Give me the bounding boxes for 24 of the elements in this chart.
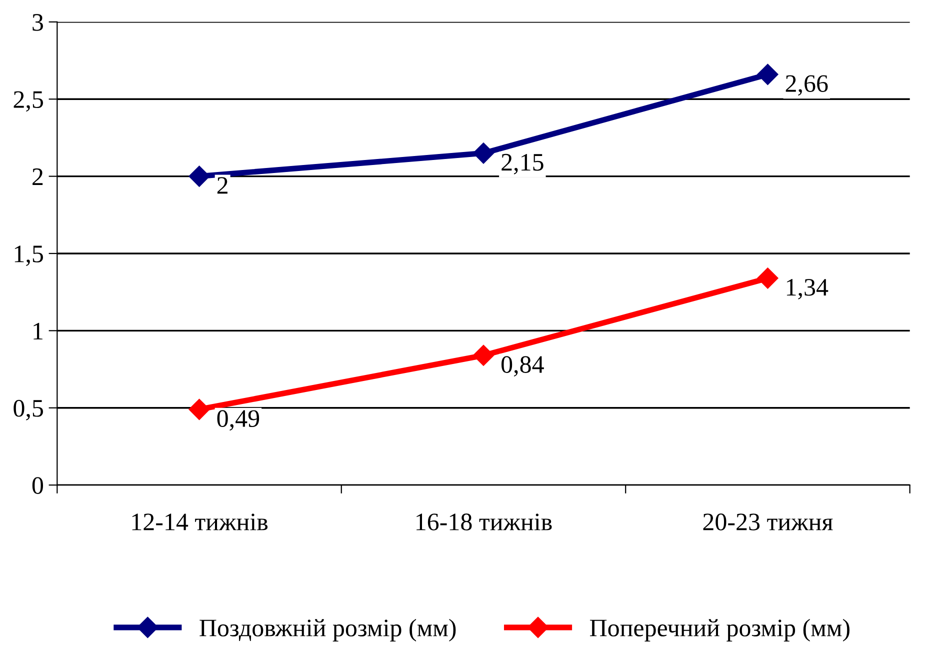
y-tick-label: 1 [34, 322, 42, 340]
data-label: 2 [217, 177, 228, 194]
y-tick-label: 2 [32, 168, 43, 185]
point [472, 142, 494, 164]
data-label: 1,34 [786, 278, 828, 300]
data-label: 0,84 [502, 356, 544, 377]
point [757, 64, 778, 85]
y-tick-label: 0 [32, 477, 44, 494]
legend-label: Поперечний розмір (мм) [590, 618, 850, 642]
point [757, 268, 778, 289]
y-tick-label: 1,5 [14, 246, 43, 266]
legend-label: Поздовжній розмір (мм) [200, 618, 456, 642]
x-tick-label: 20-23 тижня [703, 514, 833, 530]
y-tick-label: 3 [32, 14, 43, 31]
data-label: 2,66 [786, 75, 828, 96]
x-tick-label: 16-18 тижнів [416, 514, 552, 530]
point [188, 166, 210, 187]
data-label: 2,15 [502, 154, 544, 174]
data-label: 0,49 [217, 410, 260, 431]
point [188, 398, 210, 420]
y-tick-label: 2,5 [14, 91, 43, 112]
y-tick-label: 0,5 [14, 400, 43, 420]
x-tick-label: 12-14 тижнів [132, 514, 268, 530]
point [472, 344, 494, 366]
